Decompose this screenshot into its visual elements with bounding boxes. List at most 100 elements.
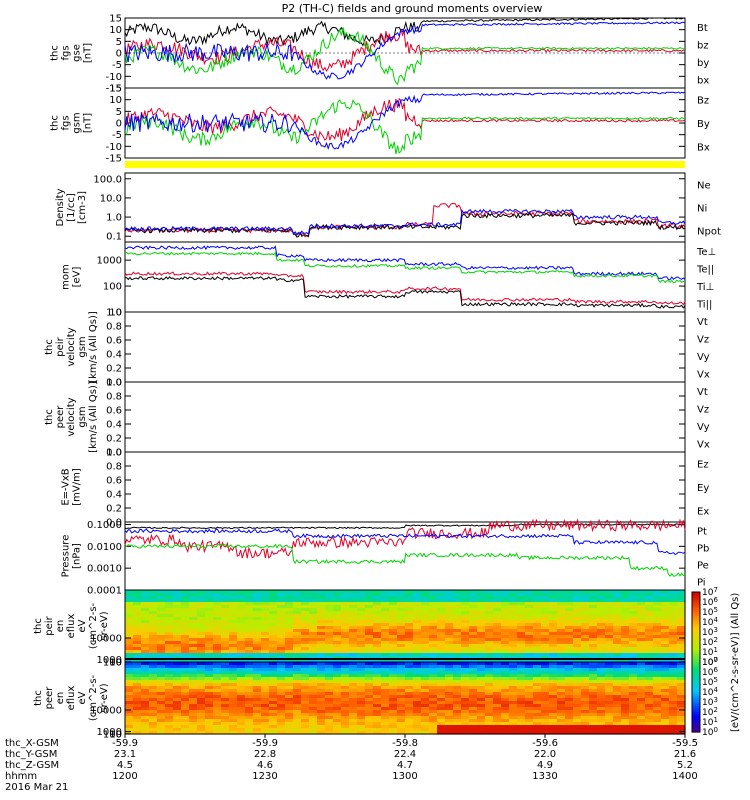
y-tick-label: 10 bbox=[109, 729, 122, 740]
y-tick-label: 0.0100 bbox=[87, 542, 122, 553]
y-axis-label: thc bbox=[50, 115, 61, 131]
x-tick-label: 4.6 bbox=[257, 760, 273, 771]
panel-density: 100.0 10.0 1.0 0.1 Density [1/cc] [cm-3] Ne Ni Np… bbox=[55, 172, 721, 243]
series-line-red bbox=[124, 271, 686, 306]
figure-title: P2 (TH-C) fields and ground moments over… bbox=[282, 2, 543, 15]
y-tick-label: 100.0 bbox=[93, 174, 122, 185]
y-tick-label: 0.2 bbox=[106, 434, 122, 445]
colorbar-swatch bbox=[692, 722, 700, 725]
y-axis-label: [eV] bbox=[72, 267, 83, 288]
y-tick-label: 0.8 bbox=[106, 392, 122, 403]
y-axis-label: eflux bbox=[66, 614, 77, 639]
y-axis-label: en bbox=[55, 620, 66, 633]
y-tick-label: -15 bbox=[106, 84, 122, 95]
legend-Ne: Ne bbox=[697, 181, 711, 192]
legend-Bt: Bt bbox=[697, 23, 708, 34]
colorbar-swatch bbox=[692, 610, 700, 613]
series-line-black bbox=[124, 276, 686, 309]
x-row-label: thc_Y-GSM bbox=[5, 749, 57, 760]
y-tick-label: 1.0 bbox=[106, 308, 122, 319]
x-tick-label: 22.4 bbox=[394, 749, 416, 760]
x-tick-label: -59.8 bbox=[392, 738, 418, 749]
series-line-blue bbox=[124, 208, 686, 236]
y-tick-label: 0.4 bbox=[106, 350, 122, 361]
colorbar-swatch bbox=[692, 682, 700, 685]
colorbar-swatch bbox=[692, 702, 700, 705]
legend-Vx: Vx bbox=[697, 369, 710, 380]
y-axis-label: peir bbox=[55, 336, 66, 356]
y-axis-label: en bbox=[55, 692, 66, 705]
y-tick-label: 0.4 bbox=[106, 420, 122, 431]
colorbar-swatch bbox=[692, 654, 700, 657]
colorbar-swatch bbox=[692, 730, 700, 733]
colorbar-swatch bbox=[692, 618, 700, 621]
y-tick-label: 100 bbox=[103, 282, 122, 293]
colorbar-swatch bbox=[692, 656, 700, 659]
colorbar-swatch bbox=[692, 678, 700, 681]
y-axis-label: fgs bbox=[61, 45, 72, 60]
colorbar-swatch bbox=[692, 728, 700, 731]
colorbar-swatch bbox=[692, 628, 700, 631]
y-tick-label: 1.0 bbox=[106, 378, 122, 389]
colorbar-swatch bbox=[692, 638, 700, 641]
y-tick-label: 0 bbox=[116, 49, 122, 60]
colorbar-swatch bbox=[692, 668, 700, 671]
y-axis-label: eV bbox=[77, 619, 88, 632]
y-axis-label: Pressure bbox=[61, 535, 72, 578]
panel-e: 1.0 0.8 0.6 0.4 0.2 0.0 E=-VxB [mV/m] Ez Ey Ex bbox=[61, 448, 710, 529]
panel-pressure: 0.1000 0.0100 0.0010 0.0001 Pressure [nPa] Pt P… bbox=[61, 518, 709, 597]
colorbar-swatch bbox=[692, 648, 700, 651]
x-tick-label: 22.8 bbox=[254, 749, 276, 760]
y-tick-label: -10 bbox=[106, 142, 122, 153]
colorbar-swatch bbox=[692, 604, 700, 607]
series-line-red bbox=[124, 518, 686, 559]
x-tick-label: 23.1 bbox=[114, 749, 136, 760]
panel-frame bbox=[124, 381, 686, 453]
y-tick-label: 10 bbox=[109, 308, 122, 319]
y-axis-label: sr-eV) bbox=[99, 683, 110, 712]
y-axis-label: (cm^2-s- bbox=[88, 602, 99, 649]
legend-Te⊥: Te⊥ bbox=[696, 247, 716, 258]
colorbar-title: [eV/(cm^2-s-sr-eV)] (All Qs) bbox=[730, 593, 741, 732]
series-line-blue bbox=[124, 91, 686, 150]
legend-Pe: Pe bbox=[697, 561, 709, 572]
date-label: 2016 Mar 21 bbox=[5, 782, 68, 793]
y-axis-label: [cm-3] bbox=[77, 191, 88, 224]
y-tick-label: 1000 bbox=[97, 655, 122, 666]
colorbar-swatch bbox=[692, 692, 700, 695]
colorbar-label: 100 bbox=[702, 726, 718, 738]
colorbar-swatch bbox=[692, 680, 700, 683]
y-axis-label: velocity bbox=[66, 327, 77, 366]
y-tick-label: 10 bbox=[109, 657, 122, 668]
colorbar-swatch bbox=[692, 720, 700, 723]
colorbar-swatch bbox=[692, 652, 700, 655]
colorbar-swatch bbox=[692, 662, 700, 665]
y-tick-label: 10000 bbox=[90, 634, 122, 645]
x-tick-label: -59.5 bbox=[672, 738, 698, 749]
colorbar-swatch bbox=[692, 670, 700, 673]
colorbar-swatch bbox=[692, 694, 700, 697]
y-tick-label: 0.8 bbox=[106, 462, 122, 473]
colorbar-swatch bbox=[692, 622, 700, 625]
legend-Ni: Ni bbox=[697, 204, 707, 215]
y-axis-label: gsm bbox=[77, 336, 88, 357]
y-tick-label: 0.1 bbox=[106, 232, 122, 243]
y-tick-label: 0.2 bbox=[106, 364, 122, 375]
y-axis-label: E=-VxB bbox=[61, 468, 72, 505]
colorbar-swatch bbox=[692, 716, 700, 719]
y-tick-label: 0.0 bbox=[106, 518, 122, 529]
y-axis-label: mom bbox=[61, 264, 72, 290]
colorbar-swatch bbox=[692, 666, 700, 669]
colorbar-swatch bbox=[692, 650, 700, 653]
legend-Te||: Te|| bbox=[696, 264, 714, 275]
series-line-green bbox=[124, 543, 686, 577]
y-tick-label: 100 bbox=[103, 729, 122, 740]
y-tick-label: 0 bbox=[116, 119, 122, 130]
colorbar-swatch bbox=[692, 626, 700, 629]
y-tick-label: 0.0001 bbox=[87, 586, 122, 597]
x-row-label: thc_Z-GSM bbox=[5, 760, 59, 771]
y-tick-label: 0.6 bbox=[106, 336, 122, 347]
colorbar-swatch bbox=[692, 606, 700, 609]
x-tick-label: 1300 bbox=[392, 771, 417, 782]
colorbar-swatch bbox=[692, 646, 700, 649]
